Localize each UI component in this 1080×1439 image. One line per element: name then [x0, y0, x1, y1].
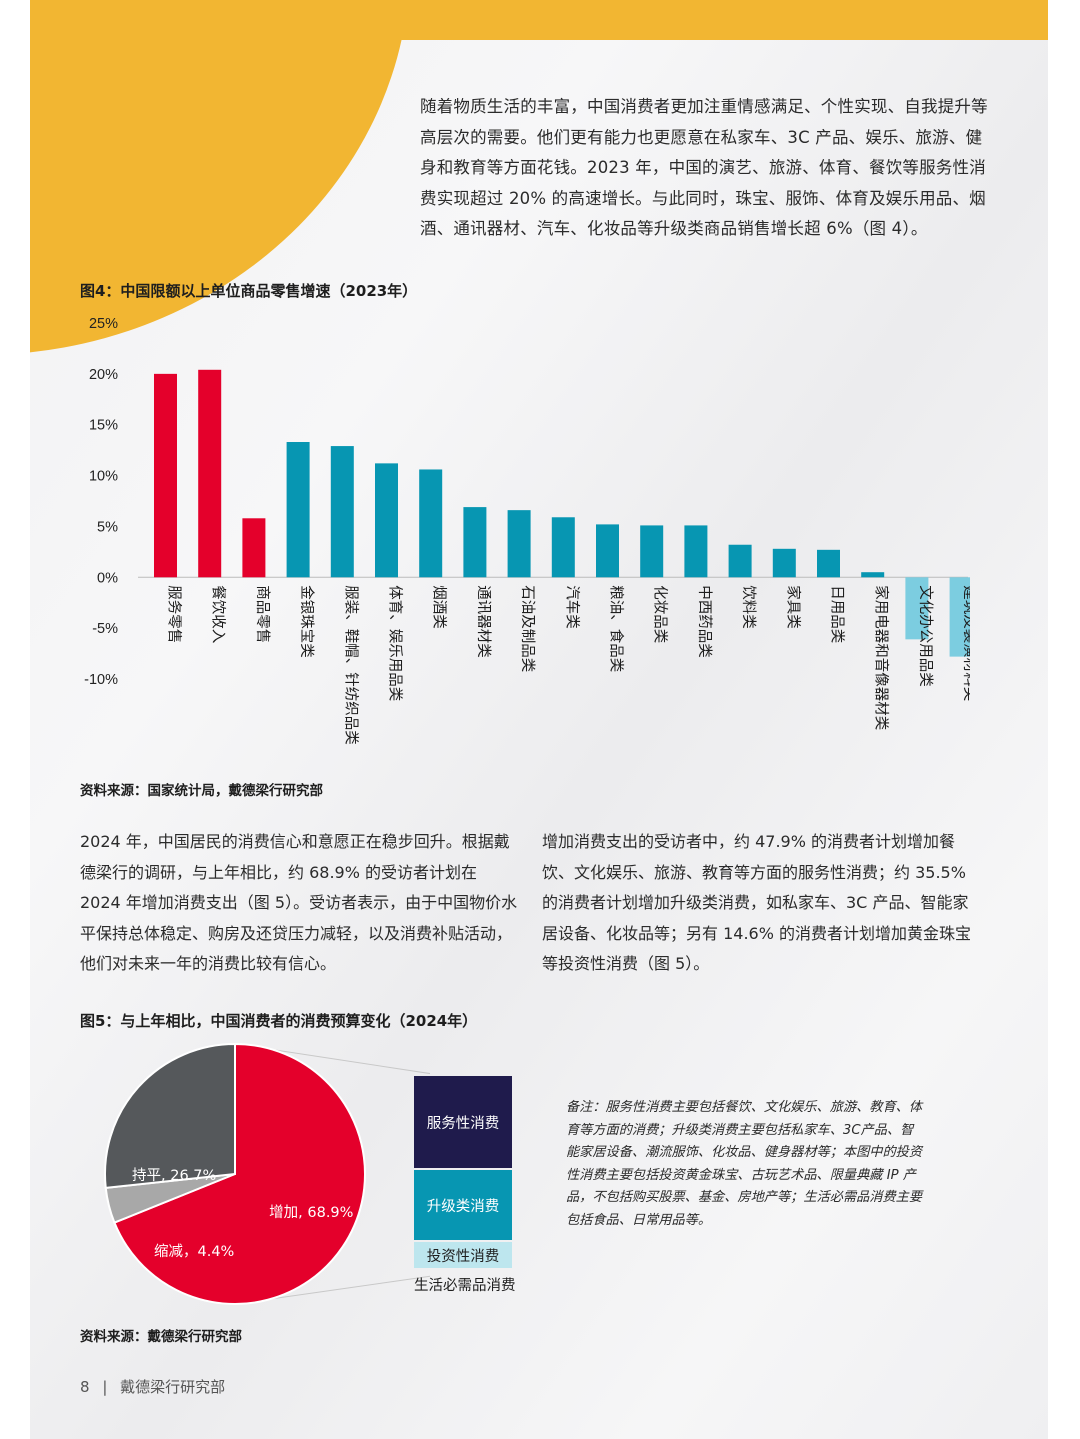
x-category-label: 家具类	[784, 585, 801, 629]
page-footer: 8 | 戴德梁行研究部	[80, 1376, 233, 1397]
x-category-label: 汽车类	[563, 585, 580, 629]
x-category-label: 建筑及装潢材料类	[961, 585, 970, 701]
y-tick-label: 25%	[89, 316, 118, 332]
bar	[242, 518, 266, 578]
y-tick-label: -5%	[92, 621, 118, 637]
y-tick-label: 5%	[97, 519, 118, 535]
bar	[463, 507, 487, 578]
x-category-label: 商品零售	[254, 585, 271, 643]
x-category-label: 化妆品类	[652, 585, 669, 643]
legend-necessities-consumption: 生活必需品消费	[414, 1278, 516, 1294]
y-tick-label: 10%	[89, 469, 118, 485]
bar	[949, 577, 970, 657]
x-category-label: 日用品类	[829, 585, 846, 643]
y-tick-label: 0%	[97, 570, 118, 586]
page-number: 8	[80, 1378, 90, 1396]
x-category-label: 中西药品类	[696, 585, 713, 658]
x-category-label: 通讯器材类	[475, 585, 492, 658]
x-category-label: 服装、鞋帽、针纺织品类	[342, 585, 359, 745]
yellow-arc-decoration	[30, 0, 410, 355]
pie-slice-label: 持平, 26.7%	[132, 1167, 216, 1184]
bar	[772, 548, 796, 578]
y-tick-label: 15%	[89, 418, 118, 434]
x-category-label: 家用电器和音像器材类	[873, 585, 890, 730]
bar	[728, 544, 752, 578]
x-category-label: 文化办公用品类	[917, 585, 934, 687]
bar	[861, 572, 885, 578]
paragraph-left: 2024 年，中国居民的消费信心和意愿正在稳步回升。根据戴德梁行的调研，与上年相…	[80, 832, 518, 973]
legend-upgrade-consumption: 升级类消费	[414, 1170, 512, 1240]
bar	[640, 525, 664, 578]
figure4-source: 资料来源：国家统计局，戴德梁行研究部	[80, 783, 323, 799]
x-category-label: 石油及制品类	[519, 585, 536, 672]
bar	[154, 373, 177, 578]
bar	[419, 469, 443, 578]
figure4-bar-chart: 25% 20% 15% 10% 5% 0% -5% -10% 服务零售 餐饮收入 商品零售 金银珠宝类…	[84, 316, 970, 745]
bar	[375, 463, 398, 578]
figure4-title: 图4：中国限额以上单位商品零售增速（2023年）	[80, 282, 418, 300]
y-tick-label: -10%	[84, 672, 118, 688]
y-tick-label: 20%	[89, 367, 118, 383]
x-category-label: 烟酒类	[431, 585, 448, 629]
figure5-note: 备注：服务性消费主要包括餐饮、文化娱乐、旅游、教育、体育等方面的消费；升级类消费…	[566, 1100, 923, 1228]
pie-slice-label: 缩减，4.4%	[154, 1243, 234, 1260]
paragraph-right: 增加消费支出的受访者中，约 47.9% 的消费者计划增加餐饮、文化娱乐、旅游、教…	[542, 832, 972, 973]
figure5-pie-chart: 增加, 68.9% 缩减，4.4% 持平, 26.7%	[104, 1042, 430, 1305]
x-category-label: 饮料类	[740, 585, 757, 629]
bar	[330, 446, 354, 578]
intro-paragraph: 随着物质生活的丰富，中国消费者更加注重情感满足、个性实现、自我提升等高层次的需要…	[420, 97, 988, 238]
bar	[507, 510, 531, 578]
x-category-label: 粮油、食品类	[608, 585, 625, 672]
figure5-title: 图5：与上年相比，中国消费者的消费预算变化（2024年）	[80, 1012, 478, 1030]
x-category-label: 服务零售	[166, 585, 183, 643]
x-category-label: 金银珠宝类	[298, 585, 315, 658]
footer-separator: |	[102, 1378, 108, 1396]
pie-slice	[104, 1042, 236, 1189]
x-category-label: 餐饮收入	[210, 585, 227, 643]
bar	[684, 525, 708, 578]
legend-service-consumption: 服务性消费	[414, 1076, 512, 1168]
bar	[905, 577, 929, 640]
x-category-label: 体育、娱乐用品类	[387, 585, 404, 701]
bar	[198, 369, 222, 578]
figure5-source: 资料来源：戴德梁行研究部	[80, 1329, 242, 1345]
bar	[596, 524, 619, 578]
footer-company: 戴德梁行研究部	[120, 1378, 226, 1396]
bar	[551, 517, 575, 578]
report-page: 随着物质生活的丰富，中国消费者更加注重情感满足、个性实现、自我提升等高层次的需要…	[30, 0, 1048, 1439]
pie-slice-label: 增加, 68.9%	[269, 1204, 353, 1221]
bar	[817, 549, 840, 578]
bar	[286, 442, 310, 578]
legend-investment-consumption: 投资性消费	[414, 1242, 512, 1268]
pie-slice	[113, 1042, 366, 1305]
